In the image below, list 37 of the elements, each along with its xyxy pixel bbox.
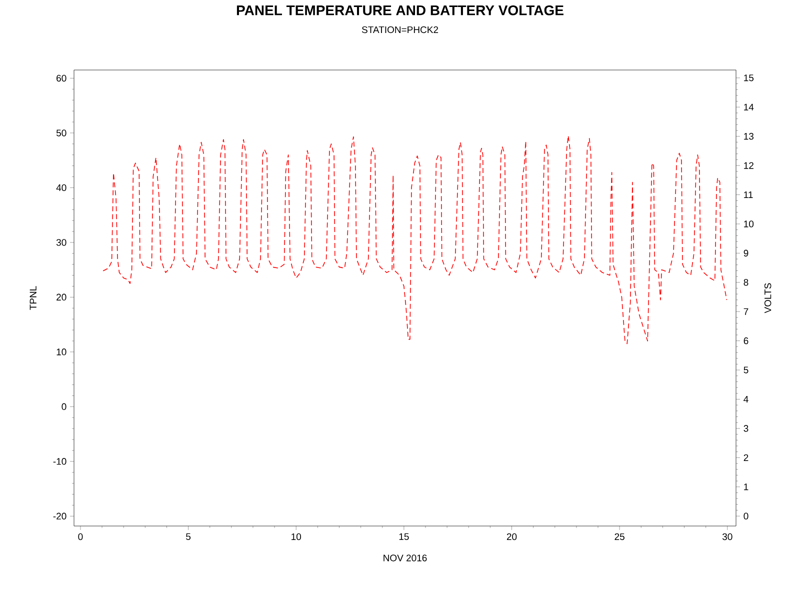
y-tick-label: -20 xyxy=(53,512,66,520)
chart-subtitle: STATION=PHCK2 xyxy=(362,26,438,34)
x-tick-label: 5 xyxy=(186,533,191,540)
y-tick-label: 50 xyxy=(56,130,66,136)
y-axis-title: TPNL xyxy=(30,286,36,310)
y2-tick-label: 2 xyxy=(744,454,748,461)
x-tick-label: 30 xyxy=(722,533,732,540)
y2-tick-label: 10 xyxy=(744,220,754,228)
x-axis-title: NOV 2016 xyxy=(384,554,427,562)
y2-tick-label: 13 xyxy=(744,132,754,140)
x-tick-label: 20 xyxy=(506,533,517,540)
y-tick-label: 40 xyxy=(56,184,66,192)
x-tick-label: 10 xyxy=(292,533,302,540)
x-tick-label: 15 xyxy=(399,533,409,540)
y2-tick-label: 9 xyxy=(744,250,748,257)
y2-tick-label: 15 xyxy=(744,74,754,82)
y2-tick-label: 11 xyxy=(744,191,753,198)
y2-axis-title: VOLTS xyxy=(764,283,772,314)
y-tick-label: 60 xyxy=(56,74,66,82)
y2-tick-label: 8 xyxy=(744,279,748,286)
x-tick-label: 0 xyxy=(78,533,83,540)
y2-tick-label: 7 xyxy=(744,308,748,315)
y2-tick-label: 4 xyxy=(744,396,748,402)
y2-tick-label: 1 xyxy=(744,484,748,490)
x-tick-label: 25 xyxy=(614,533,624,540)
y-tick-label: -10 xyxy=(53,458,66,465)
y2-tick-label: 14 xyxy=(744,104,754,110)
y-tick-label: 20 xyxy=(56,294,66,301)
y-tick-label: 0 xyxy=(62,403,66,410)
y-tick-label: 10 xyxy=(56,348,66,356)
y2-tick-label: 0 xyxy=(744,512,748,520)
y2-tick-label: 3 xyxy=(744,425,748,432)
y2-tick-label: 12 xyxy=(744,162,754,169)
chart-title: PANEL TEMPERATURE AND BATTERY VOLTAGE xyxy=(236,5,564,16)
y2-tick-label: 6 xyxy=(744,337,748,344)
y2-tick-label: 5 xyxy=(744,366,748,374)
y-tick-label: 30 xyxy=(56,239,66,246)
